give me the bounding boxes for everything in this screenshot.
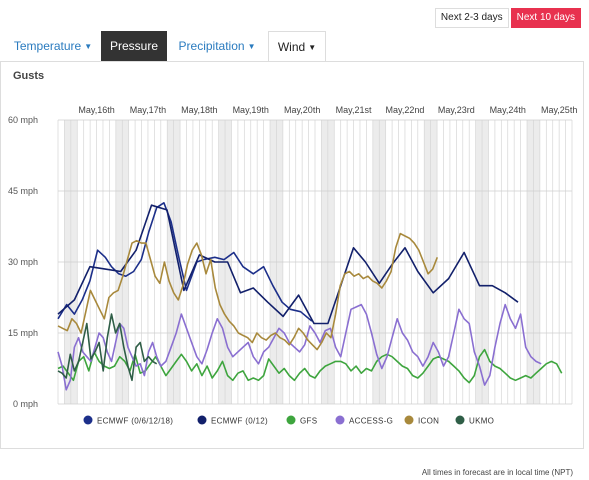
y-tick-label: 30 mph xyxy=(8,257,38,267)
tab-pressure[interactable]: Pressure xyxy=(101,31,167,61)
tab-temperature-label: Temperature xyxy=(13,39,82,53)
legend-marker xyxy=(286,415,296,425)
y-axis-ticks: 0 mph 15 mph 30 mph 45 mph 60 mph xyxy=(8,115,38,409)
series-line xyxy=(57,303,542,391)
section-title: Gusts xyxy=(13,70,45,82)
tab-temperature[interactable]: Temperature ▼ xyxy=(7,31,99,61)
legend-label[interactable]: ICON xyxy=(418,417,439,426)
x-tick-label: May,22nd xyxy=(386,105,425,115)
legend-marker xyxy=(83,415,93,425)
timezone-note: All times in forecast are in local time … xyxy=(421,468,573,477)
x-tick-label: May,16th xyxy=(78,105,114,115)
y-tick-label: 0 mph xyxy=(13,399,38,409)
tab-wind-label: Wind xyxy=(277,40,306,54)
x-tick-label: May,23rd xyxy=(438,105,475,115)
next-10-days-button[interactable]: Next 10 days xyxy=(510,8,581,28)
gusts-chart: May,16th May,17th May,18th May,19th May,20th… xyxy=(8,105,577,426)
legend-marker xyxy=(455,415,465,425)
legend-label[interactable]: ECMWF (0/6/12/18) xyxy=(97,417,173,426)
tab-precipitation-label: Precipitation xyxy=(178,39,245,53)
series-line xyxy=(57,202,313,322)
series-line xyxy=(57,313,158,382)
legend-marker xyxy=(404,415,414,425)
chevron-down-icon: ▼ xyxy=(247,42,256,51)
legend-marker xyxy=(197,415,207,425)
x-axis-ticks: May,16th May,17th May,18th May,19th May,20th… xyxy=(78,105,577,115)
tab-pressure-label: Pressure xyxy=(109,39,159,53)
x-tick-label: May,21st xyxy=(336,105,372,115)
legend-label[interactable]: UKMO xyxy=(469,417,494,426)
forecast-range-toggle: Next 2-3 days Next 10 days xyxy=(434,8,581,28)
legend-label[interactable]: ECMWF (0/12) xyxy=(211,417,268,426)
legend-label[interactable]: GFS xyxy=(300,417,317,426)
y-tick-label: 15 mph xyxy=(8,328,38,338)
y-tick-label: 60 mph xyxy=(8,115,38,125)
series-line xyxy=(57,232,439,351)
chart-legend: ECMWF (0/6/12/18) ECMWF (0/12) GFS ACCESS-G… xyxy=(83,415,494,426)
legend-marker xyxy=(335,415,345,425)
x-tick-label: May,24th xyxy=(490,105,526,115)
x-tick-label: May,17th xyxy=(130,105,166,115)
x-tick-label: May,18th xyxy=(181,105,217,115)
next-2-3-days-button[interactable]: Next 2-3 days xyxy=(434,8,509,28)
series-lines xyxy=(57,202,563,391)
x-tick-label: May,19th xyxy=(233,105,269,115)
tab-precipitation[interactable]: Precipitation ▼ xyxy=(169,31,265,61)
chevron-down-icon: ▼ xyxy=(84,42,93,51)
chevron-down-icon: ▼ xyxy=(308,43,317,52)
tab-wind[interactable]: Wind ▼ xyxy=(268,31,326,62)
y-tick-label: 45 mph xyxy=(8,186,38,196)
legend-label[interactable]: ACCESS-G xyxy=(349,417,393,426)
series-line xyxy=(57,204,519,325)
x-tick-label: May,20th xyxy=(284,105,320,115)
x-tick-label: May,25th xyxy=(541,105,577,115)
forecast-tabs: Temperature ▼ Pressure Precipitation ▼ Win… xyxy=(0,31,589,62)
